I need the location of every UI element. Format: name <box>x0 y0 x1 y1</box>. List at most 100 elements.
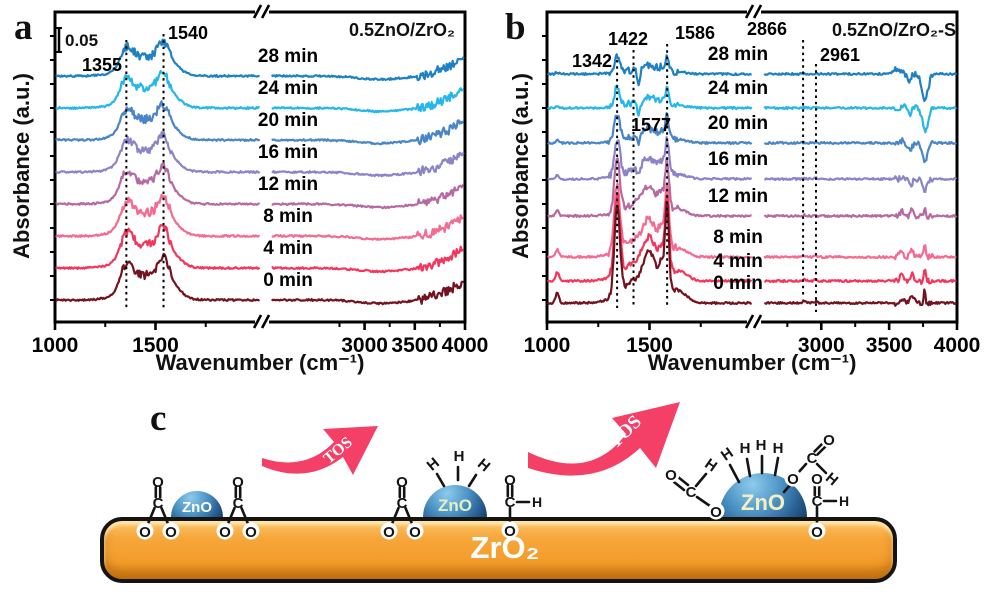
atom-h: H <box>532 494 542 510</box>
axis-break-mark <box>752 314 763 329</box>
spectrum-curve-24min <box>546 84 958 134</box>
bond <box>240 506 250 527</box>
bond <box>672 480 686 492</box>
panel-a-y-axis-title: Absorbance (a.u.) <box>9 73 34 259</box>
spectrum-curve-4min <box>55 224 465 274</box>
spectrum-curve-8min <box>55 193 464 241</box>
atom-h: H <box>740 440 751 457</box>
atom-c: C <box>686 484 697 501</box>
atom-h: H <box>424 454 443 474</box>
series-time-label: 28 min <box>708 44 768 65</box>
bond <box>815 462 828 475</box>
x-tick-label: 4000 <box>442 334 489 357</box>
atom-halo <box>162 522 180 540</box>
panel-a-x-axis-title: Wavenumber (cm⁻¹) <box>155 350 365 375</box>
panel-a-sample-label: 0.5ZnO/ZrO₂ <box>348 20 455 40</box>
spectrum-curve-4min <box>546 192 957 285</box>
atom-halo <box>784 469 802 487</box>
axis-break-mark <box>260 314 271 329</box>
bond <box>226 506 236 527</box>
x-tick-label: 1000 <box>32 334 79 357</box>
series-time-label: 12 min <box>708 186 768 207</box>
atom-o: O <box>504 472 516 489</box>
peak-label-1540: 1540 <box>168 23 208 43</box>
tos-arrow-2 <box>528 402 680 476</box>
atom-halo <box>820 430 838 448</box>
series-time-label: 16 min <box>258 142 318 163</box>
atom-h: H <box>701 455 720 475</box>
spectrum-curve-0min <box>546 200 957 307</box>
panel-b-sample-label: 0.5ZnO/ZrO₂-S <box>831 20 956 40</box>
spectrum-curve-16min <box>55 130 465 178</box>
peak-label-1342: 1342 <box>572 51 612 71</box>
series-time-label: 0 min <box>713 273 763 294</box>
atom-c: C <box>505 494 516 511</box>
atom-o: O <box>665 467 677 484</box>
x-tick-label: 1500 <box>626 334 673 357</box>
atom-halo <box>662 465 680 483</box>
peak-label-1586: 1586 <box>675 23 715 43</box>
peak-label-2961: 2961 <box>820 45 860 65</box>
atom-o: O <box>383 524 395 541</box>
atom-o: O <box>823 432 835 449</box>
series-time-label: 20 min <box>258 110 318 131</box>
series-time-label: 28 min <box>258 46 318 67</box>
atom-halo <box>707 502 725 520</box>
bond <box>467 473 478 488</box>
x-tick-label: 3000 <box>341 334 388 357</box>
bond <box>404 506 414 527</box>
bond <box>782 483 792 494</box>
zno-label-2: ZnO <box>438 496 472 515</box>
atom-h: H <box>454 448 465 465</box>
series-time-label: 24 min <box>258 78 318 99</box>
atom-halo <box>216 522 234 540</box>
panel-a-letter: a <box>14 7 33 48</box>
series-time-label: 20 min <box>708 113 768 134</box>
tos-arrow-1 <box>262 426 378 475</box>
bond <box>694 472 708 488</box>
panel-b-x-axis-title: Wavenumber (cm⁻¹) <box>647 350 857 375</box>
series-time-label: 0 min <box>263 270 313 291</box>
bond <box>816 445 827 456</box>
atom-o: O <box>811 471 823 488</box>
x-tick-label: 4000 <box>934 334 981 357</box>
atom-o: O <box>245 524 257 541</box>
atom-halo <box>380 522 398 540</box>
atom-h: H <box>756 437 767 454</box>
series-time-label: 4 min <box>713 251 763 272</box>
atom-o: O <box>811 524 823 541</box>
atom-o: O <box>504 523 516 540</box>
spectrum-curve-0min <box>55 252 464 306</box>
axis-break-mark <box>252 4 263 19</box>
bond <box>796 462 808 475</box>
atom-o: O <box>139 524 151 541</box>
atom-h: H <box>773 440 784 457</box>
atom-o: O <box>396 474 408 491</box>
x-tick-label: 3500 <box>866 334 913 357</box>
atom-halo <box>501 521 519 539</box>
x-tick-label: 1000 <box>524 334 571 357</box>
bond <box>773 456 780 477</box>
atom-o: O <box>232 474 244 491</box>
atom-c: C <box>397 495 408 512</box>
spectrum-curve-28min <box>546 53 958 102</box>
atom-o: O <box>787 471 799 488</box>
bond <box>728 463 741 484</box>
atom-h: H <box>839 493 849 509</box>
bond <box>813 442 824 453</box>
panel-b-letter: b <box>505 7 526 48</box>
atom-halo <box>808 469 826 487</box>
peak-label-2866: 2866 <box>747 19 787 39</box>
peak-label-1355: 1355 <box>82 55 122 75</box>
spectrum-curve-28min <box>55 38 465 82</box>
bond <box>390 506 400 527</box>
x-tick-label: 3000 <box>798 334 845 357</box>
zno-label-3: ZnO <box>741 490 785 515</box>
panel-b-y-axis-title: Absorbance (a.u.) <box>508 73 533 259</box>
atom-o: O <box>152 474 164 491</box>
atom-o: O <box>710 504 722 521</box>
panel-c-letter: c <box>150 398 167 439</box>
bond <box>695 495 712 508</box>
spectrum-curve-8min <box>547 182 957 261</box>
